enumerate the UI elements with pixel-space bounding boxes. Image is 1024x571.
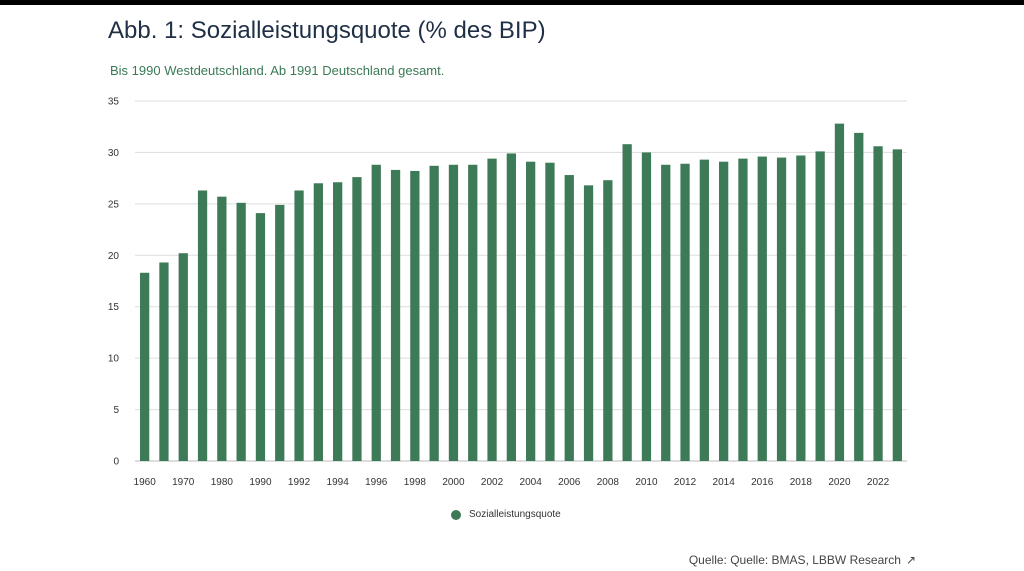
x-tick-label: 2004 bbox=[520, 477, 543, 488]
x-tick-label: 1990 bbox=[249, 477, 272, 488]
bar bbox=[815, 151, 825, 461]
top-border bbox=[0, 0, 1024, 5]
bar bbox=[757, 156, 767, 462]
bar bbox=[294, 190, 304, 461]
x-tick-label: 2012 bbox=[674, 477, 697, 488]
bar bbox=[197, 190, 208, 461]
bar bbox=[140, 272, 150, 461]
y-tick-label: 35 bbox=[108, 97, 120, 108]
x-tick-label: 2002 bbox=[481, 477, 504, 488]
bar bbox=[487, 158, 497, 461]
bar bbox=[255, 213, 266, 461]
bar bbox=[641, 152, 652, 461]
bar bbox=[178, 253, 188, 461]
bar bbox=[680, 163, 690, 461]
bar bbox=[159, 262, 169, 461]
x-tick-label: 1998 bbox=[404, 477, 427, 488]
bar bbox=[622, 144, 632, 461]
y-tick-label: 30 bbox=[108, 148, 120, 159]
source-note[interactable]: Quelle: Quelle: BMAS, LBBW Research ↗ bbox=[689, 553, 916, 567]
bar bbox=[506, 153, 516, 461]
bar bbox=[564, 175, 574, 462]
bar bbox=[429, 165, 439, 462]
bar bbox=[892, 149, 902, 462]
bar bbox=[796, 155, 806, 461]
y-tick-label: 20 bbox=[108, 251, 120, 262]
x-tick-label: 2022 bbox=[867, 477, 890, 488]
y-axis-ticks: 0 5 10 15 20 25 30 35 bbox=[108, 97, 120, 468]
chart-bars bbox=[140, 123, 902, 462]
bar bbox=[352, 177, 362, 461]
bar bbox=[776, 157, 787, 462]
y-tick-label: 0 bbox=[113, 457, 119, 468]
x-tick-label: 2008 bbox=[597, 477, 620, 488]
chart-grid bbox=[135, 100, 907, 462]
bar bbox=[661, 164, 671, 461]
bar bbox=[275, 204, 285, 461]
y-tick-label: 10 bbox=[108, 354, 120, 365]
legend: Sozialleistungsquote bbox=[451, 509, 561, 520]
bar bbox=[313, 183, 323, 462]
x-tick-label: 2018 bbox=[790, 477, 813, 488]
x-tick-label: 1980 bbox=[211, 477, 234, 488]
x-axis-ticks: 1960 1970 1980 1990 1992 1994 1996 1998 2000 2002… bbox=[134, 477, 890, 488]
bar bbox=[738, 158, 748, 461]
bar bbox=[468, 164, 478, 461]
external-arrow-icon: ↗ bbox=[905, 553, 916, 567]
x-tick-label: 1992 bbox=[288, 477, 311, 488]
x-tick-label: 2000 bbox=[442, 477, 465, 488]
bar bbox=[545, 162, 555, 461]
bar bbox=[333, 182, 343, 461]
x-tick-label: 1960 bbox=[134, 477, 157, 488]
bar bbox=[873, 146, 883, 461]
y-tick-label: 15 bbox=[108, 302, 120, 313]
bar bbox=[583, 185, 594, 462]
bar bbox=[719, 161, 729, 461]
legend-label: Sozialleistungsquote bbox=[469, 509, 561, 520]
source-text: Quelle: Quelle: BMAS, LBBW Research bbox=[688, 553, 901, 567]
chart-title: Abb. 1: Sozialleistungsquote (% des BIP) bbox=[108, 17, 546, 44]
x-tick-label: 2020 bbox=[828, 477, 851, 488]
y-tick-label: 25 bbox=[108, 199, 120, 210]
x-tick-label: 2014 bbox=[713, 477, 736, 488]
x-tick-label: 2016 bbox=[751, 477, 774, 488]
x-tick-label: 2006 bbox=[558, 477, 581, 488]
legend-swatch bbox=[451, 509, 461, 520]
bar bbox=[834, 123, 845, 461]
bar bbox=[217, 196, 227, 461]
bar bbox=[371, 164, 381, 461]
bar bbox=[603, 180, 613, 461]
x-tick-label: 1994 bbox=[327, 477, 350, 488]
x-tick-label: 1996 bbox=[365, 477, 388, 488]
bar bbox=[854, 132, 864, 461]
y-tick-label: 5 bbox=[113, 405, 119, 416]
bar bbox=[699, 159, 709, 461]
chart-subtitle: Bis 1990 Westdeutschland. Ab 1991 Deutsc… bbox=[110, 63, 445, 78]
bar bbox=[410, 170, 420, 461]
bar bbox=[390, 169, 401, 461]
bar bbox=[236, 202, 246, 462]
x-tick-label: 1970 bbox=[172, 477, 195, 488]
bar bbox=[448, 164, 459, 461]
x-tick-label: 2010 bbox=[635, 477, 658, 488]
bar bbox=[526, 161, 536, 461]
